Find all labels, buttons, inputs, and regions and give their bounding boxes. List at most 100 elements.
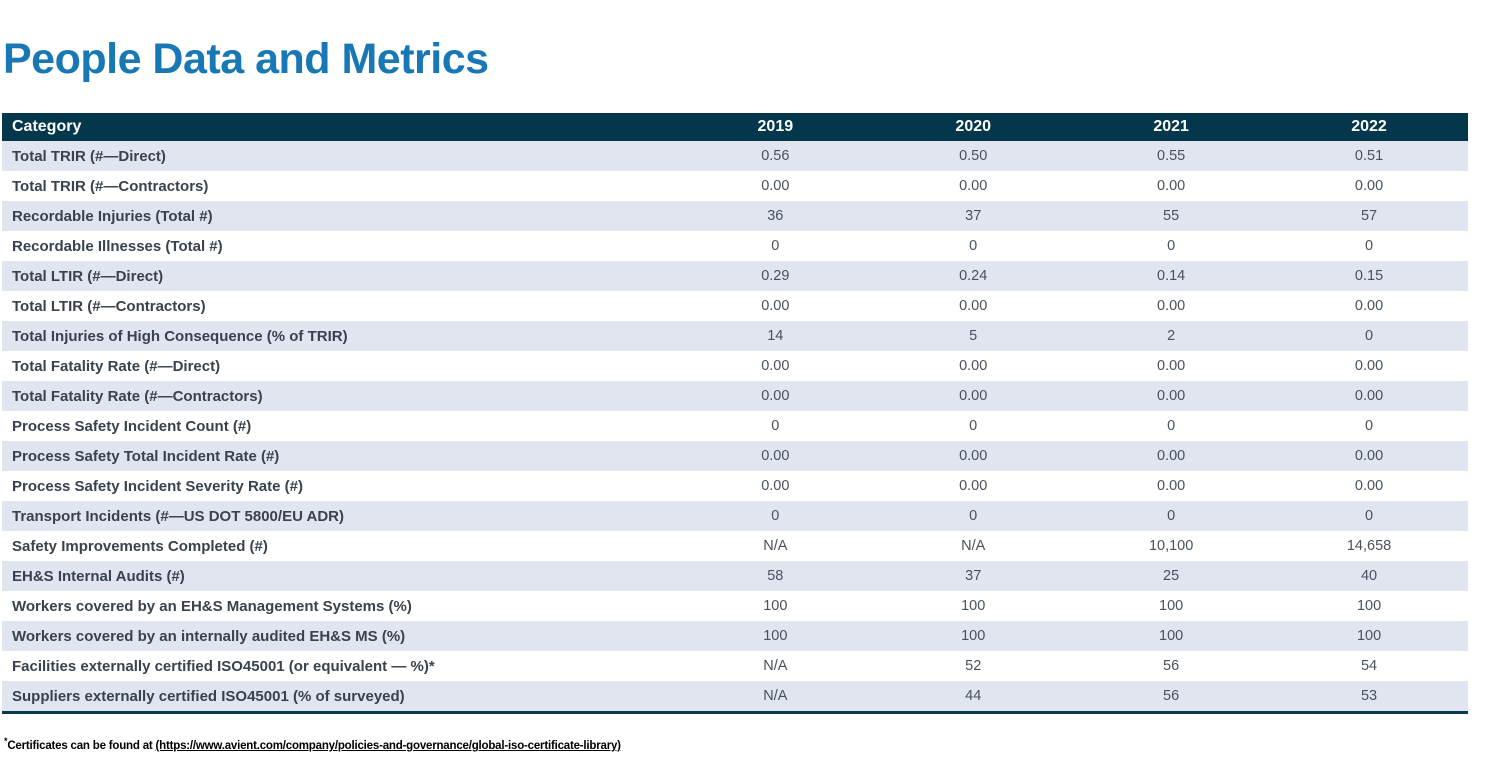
row-value-cell: 0.00 xyxy=(1072,171,1271,201)
table-row: Recordable Illnesses (Total #) 0 0 0 0 xyxy=(2,231,1468,261)
row-value-cell: 100 xyxy=(1072,591,1271,621)
table-header-row: Category 2019 2020 2021 2022 xyxy=(2,113,1468,141)
row-value-cell: 100 xyxy=(676,591,875,621)
column-header-year: 2019 xyxy=(676,113,875,141)
row-value-cell: 40 xyxy=(1270,561,1468,591)
row-value-cell: 0.00 xyxy=(1270,441,1468,471)
row-category-label: Process Safety Total Incident Rate (#) xyxy=(2,441,677,471)
row-value-cell: 0 xyxy=(1270,231,1468,261)
row-value-cell: 0.00 xyxy=(874,471,1073,501)
row-value-cell: N/A xyxy=(676,531,875,561)
row-value-cell: 14 xyxy=(676,321,875,351)
row-value-cell: 37 xyxy=(874,561,1073,591)
row-value-cell: 0.56 xyxy=(676,141,875,171)
row-value-cell: 54 xyxy=(1270,651,1468,681)
row-value-cell: 0.24 xyxy=(874,261,1073,291)
footnote-asterisk: * xyxy=(4,736,8,746)
row-category-label: Facilities externally certified ISO45001… xyxy=(2,651,677,681)
row-category-label: Recordable Illnesses (Total #) xyxy=(2,231,677,261)
row-value-cell: 57 xyxy=(1270,201,1468,231)
row-category-label: EH&S Internal Audits (#) xyxy=(2,561,677,591)
table-row: Total Injuries of High Consequence (% of… xyxy=(2,321,1468,351)
row-value-cell: N/A xyxy=(676,651,875,681)
row-value-cell: 0 xyxy=(1072,411,1271,441)
footnote-link[interactable]: (https://www.avient.com/company/policies… xyxy=(155,739,621,752)
table-row: EH&S Internal Audits (#) 58 37 25 40 xyxy=(2,561,1468,591)
column-header-year: 2021 xyxy=(1072,113,1271,141)
row-value-cell: 0.00 xyxy=(676,171,875,201)
row-value-cell: 100 xyxy=(1270,591,1468,621)
row-value-cell: 36 xyxy=(676,201,875,231)
table-row: Total LTIR (#—Contractors) 0.00 0.00 0.00 0.… xyxy=(2,291,1468,321)
row-value-cell: 0.00 xyxy=(1270,291,1468,321)
row-value-cell: 0.00 xyxy=(1072,441,1271,471)
table-row: Workers covered by an internally audited… xyxy=(2,621,1468,651)
row-value-cell: 0.00 xyxy=(1270,471,1468,501)
row-value-cell: 100 xyxy=(1072,621,1271,651)
row-value-cell: 0.00 xyxy=(676,471,875,501)
table-row: Total TRIR (#—Direct) 0.56 0.50 0.55 0.51 xyxy=(2,141,1468,171)
row-value-cell: 0.00 xyxy=(874,351,1073,381)
table-row: Process Safety Total Incident Rate (#) 0.… xyxy=(2,441,1468,471)
table-body: Total TRIR (#—Direct) 0.56 0.50 0.55 0.51 Tot… xyxy=(2,141,1468,713)
row-value-cell: 37 xyxy=(874,201,1073,231)
row-value-cell: 0.00 xyxy=(676,351,875,381)
row-value-cell: 0.55 xyxy=(1072,141,1271,171)
row-value-cell: N/A xyxy=(874,531,1073,561)
row-value-cell: 0 xyxy=(676,231,875,261)
row-value-cell: 0.00 xyxy=(1072,471,1271,501)
row-value-cell: 0 xyxy=(1072,231,1271,261)
table-row: Process Safety Incident Count (#) 0 0 0 0 xyxy=(2,411,1468,441)
row-value-cell: 0.00 xyxy=(1072,291,1271,321)
row-value-cell: 52 xyxy=(874,651,1073,681)
row-value-cell: 5 xyxy=(874,321,1073,351)
row-value-cell: 100 xyxy=(676,621,875,651)
footnote-text: Certificates can be found at xyxy=(7,739,153,752)
row-category-label: Transport Incidents (#—US DOT 5800/EU AD… xyxy=(2,501,677,531)
row-value-cell: 100 xyxy=(874,621,1073,651)
row-value-cell: 25 xyxy=(1072,561,1271,591)
row-category-label: Suppliers externally certified ISO45001 … xyxy=(2,681,677,713)
table-row: Process Safety Incident Severity Rate (#… xyxy=(2,471,1468,501)
row-value-cell: 0.00 xyxy=(1270,351,1468,381)
row-category-label: Workers covered by an EH&S Management Sy… xyxy=(2,591,677,621)
row-category-label: Total Fatality Rate (#—Contractors) xyxy=(2,381,677,411)
row-value-cell: 0.15 xyxy=(1270,261,1468,291)
row-category-label: Safety Improvements Completed (#) xyxy=(2,531,677,561)
row-value-cell: 0 xyxy=(676,411,875,441)
row-value-cell: 100 xyxy=(1270,621,1468,651)
table-row: Workers covered by an EH&S Management Sy… xyxy=(2,591,1468,621)
column-header-category: Category xyxy=(2,113,677,141)
row-value-cell: 0 xyxy=(1270,411,1468,441)
row-category-label: Total Injuries of High Consequence (% of… xyxy=(2,321,677,351)
column-header-year: 2022 xyxy=(1270,113,1468,141)
row-value-cell: 10,100 xyxy=(1072,531,1271,561)
row-value-cell: 44 xyxy=(874,681,1073,713)
table-row: Recordable Injuries (Total #) 36 37 55 57 xyxy=(2,201,1468,231)
row-value-cell: 0 xyxy=(1270,501,1468,531)
row-value-cell: 0.00 xyxy=(676,381,875,411)
row-value-cell: 0.50 xyxy=(874,141,1073,171)
row-category-label: Total LTIR (#—Contractors) xyxy=(2,291,677,321)
row-value-cell: 0.00 xyxy=(874,171,1073,201)
row-category-label: Workers covered by an internally audited… xyxy=(2,621,677,651)
row-value-cell: 0.00 xyxy=(1270,381,1468,411)
row-value-cell: 0.00 xyxy=(676,441,875,471)
row-category-label: Total TRIR (#—Contractors) xyxy=(2,171,677,201)
row-value-cell: 53 xyxy=(1270,681,1468,713)
row-value-cell: 0 xyxy=(1072,501,1271,531)
table-row: Total LTIR (#—Direct) 0.29 0.24 0.14 0.15 xyxy=(2,261,1468,291)
row-value-cell: N/A xyxy=(676,681,875,713)
row-value-cell: 100 xyxy=(874,591,1073,621)
row-category-label: Process Safety Incident Severity Rate (#… xyxy=(2,471,677,501)
row-value-cell: 0.14 xyxy=(1072,261,1271,291)
row-value-cell: 55 xyxy=(1072,201,1271,231)
table-row: Total Fatality Rate (#—Direct) 0.00 0.00 0.… xyxy=(2,351,1468,381)
footnote: *Certificates can be found at (https://w… xyxy=(4,736,621,752)
row-value-cell: 0.00 xyxy=(874,381,1073,411)
people-metrics-table: Category 2019 2020 2021 2022 Total TRIR (#—D… xyxy=(2,113,1468,714)
page-title: People Data and Metrics xyxy=(3,34,489,83)
row-value-cell: 0 xyxy=(874,501,1073,531)
row-value-cell: 0.51 xyxy=(1270,141,1468,171)
table-row: Suppliers externally certified ISO45001 … xyxy=(2,681,1468,713)
